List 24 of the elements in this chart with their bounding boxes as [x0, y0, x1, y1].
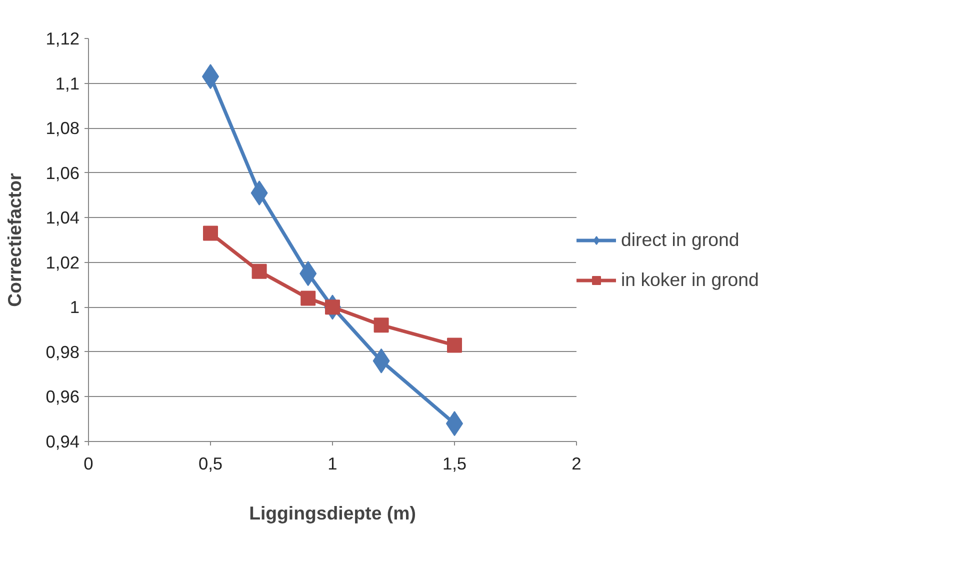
- y-tick-label: 1,1: [55, 73, 80, 94]
- y-tick-label: 0,98: [46, 342, 80, 362]
- point: [300, 290, 316, 306]
- x-tick-label: 2: [572, 454, 582, 474]
- point: [252, 264, 267, 279]
- y-tick-label: 0,94: [46, 432, 80, 452]
- x-tick-label: 1,5: [442, 454, 467, 474]
- x-tick-label: 1: [328, 454, 338, 474]
- y-tick-label: 0,96: [46, 386, 80, 407]
- point: [447, 338, 462, 353]
- point: [374, 318, 389, 333]
- legend-label: in koker in grond: [621, 269, 759, 291]
- x-tick-label: 0: [84, 454, 94, 474]
- x-axis-title: Liggingsdiepte (m): [249, 502, 416, 524]
- point: [203, 226, 218, 241]
- x-tick-label: 0,5: [198, 454, 223, 474]
- y-tick-label: 1,08: [46, 118, 80, 138]
- y-tick-label: 1,06: [46, 162, 80, 183]
- y-axis-title: Correctiefactor: [4, 173, 25, 307]
- y-tick-label: 1,12: [46, 28, 80, 48]
- legend-label: direct in grond: [621, 229, 740, 251]
- y-tick-label: 1: [70, 297, 80, 318]
- y-tick-label: 1,04: [46, 208, 80, 228]
- y-tick-label: 1,02: [46, 252, 80, 272]
